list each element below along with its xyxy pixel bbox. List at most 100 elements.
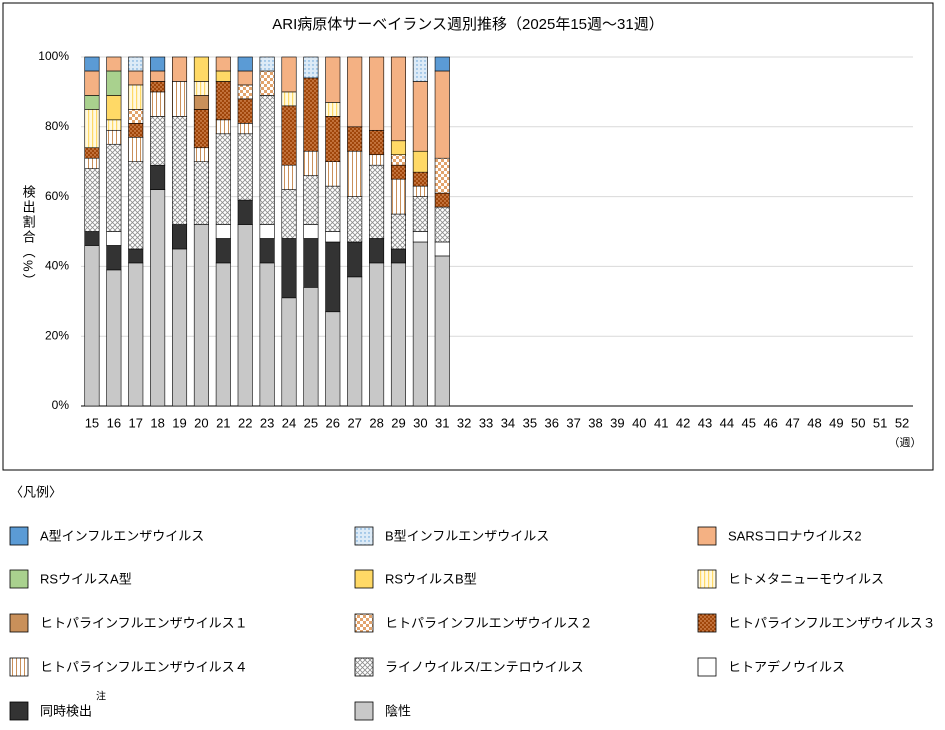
bar-segment [412, 241, 428, 407]
legend-label: ヒトアデノウイルス [728, 659, 845, 674]
bar-segment [369, 56, 385, 131]
bar-segment [193, 224, 209, 407]
bar-segment [150, 70, 166, 82]
bar-segment [84, 56, 100, 72]
bar-segment [259, 56, 275, 72]
bar-segment [128, 84, 144, 110]
x-tick-label: 35 [523, 415, 537, 430]
bar-segment [215, 70, 231, 82]
bar-segment [390, 140, 406, 156]
x-tick-label: 41 [654, 415, 668, 430]
x-tick-label: 21 [216, 415, 230, 430]
bar-segment [193, 161, 209, 225]
legend-label: ヒトメタニューモウイルス [728, 571, 884, 586]
bar-segment [347, 56, 363, 128]
bar-segment [390, 262, 406, 407]
legend-label: RSウイルスA型 [40, 571, 132, 586]
x-tick-label: 25 [304, 415, 318, 430]
y-tick-label: 20% [45, 328, 69, 342]
bar-segment [390, 178, 406, 215]
annotation: 注 [96, 690, 106, 703]
bar-segment [259, 238, 275, 264]
bar-segment [150, 116, 166, 166]
legend-label: ヒトパラインフルエンザウイルス１ [40, 615, 248, 630]
bar-segment [150, 56, 166, 72]
bar-segment [237, 199, 253, 225]
bar-segment [347, 126, 363, 152]
bar-segment [303, 287, 319, 407]
legend-title: 〈凡例〉 [10, 484, 62, 499]
legend-label: ヒトパラインフルエンザウイルス３ [728, 615, 936, 630]
bar-segment [434, 206, 450, 243]
bar-segment [106, 143, 122, 232]
bar-segment [390, 154, 406, 166]
bar-segment [128, 262, 144, 407]
legend-swatch [9, 701, 29, 721]
legend-swatch [354, 613, 374, 633]
bar-segment [84, 157, 100, 169]
bar-segment [215, 262, 231, 407]
x-tick-label: 17 [129, 415, 143, 430]
x-tick-label: 52 [895, 415, 909, 430]
x-tick-label: 45 [742, 415, 756, 430]
bar-segment [303, 56, 319, 79]
bar-segment [237, 70, 253, 86]
bar-segment [347, 196, 363, 243]
bar-segment [84, 168, 100, 232]
bar-segment [193, 95, 209, 110]
bar-segment [128, 123, 144, 138]
bar-segment [106, 119, 122, 131]
x-tick-label: 20 [194, 415, 208, 430]
legend-swatch [697, 569, 717, 589]
x-tick-label: 36 [545, 415, 559, 430]
bar-segment [347, 276, 363, 407]
bar-segment [303, 175, 319, 225]
bar-segment [84, 95, 100, 110]
bar-segment [303, 150, 319, 176]
bar-segment [172, 248, 188, 407]
bar-segment [215, 119, 231, 135]
chart-title: ARI病原体サーベイランス週別推移（2025年15週～31週） [272, 16, 663, 33]
legend-swatch [354, 701, 374, 721]
x-tick-label: 48 [807, 415, 821, 430]
legend-label: 同時検出 [40, 703, 92, 718]
bar-segment [259, 95, 275, 225]
legend-label: SARSコロナウイルス2 [728, 528, 862, 543]
x-tick-label: 47 [785, 415, 799, 430]
bar-segment [128, 109, 144, 124]
bar-segment [84, 231, 100, 246]
legend-label: B型インフルエンザウイルス [385, 528, 549, 543]
x-tick-label: 37 [566, 415, 580, 430]
bar-segment [259, 224, 275, 239]
bar-segment [128, 136, 144, 163]
bar-segment [172, 56, 188, 82]
legend-label: ライノウイルス/エンテロウイルス [385, 659, 584, 674]
bar-segment [325, 161, 341, 187]
legend-swatch [354, 657, 374, 677]
bar-segment [434, 255, 450, 407]
x-tick-label: 44 [720, 415, 734, 430]
y-axis-label: 検出割合（%） [21, 185, 36, 289]
bar-segment [434, 157, 450, 194]
bar-segment [347, 150, 363, 197]
x-tick-label: 39 [610, 415, 624, 430]
bar-segment [325, 241, 341, 313]
bar-segment [259, 262, 275, 407]
x-tick-label: 22 [238, 415, 252, 430]
bar-segment [106, 269, 122, 407]
x-tick-label: 29 [391, 415, 405, 430]
bar-segment [412, 81, 428, 152]
bar-segment [215, 133, 231, 225]
bar-segment [281, 238, 297, 299]
bar-segment [84, 70, 100, 96]
x-tick-label: 46 [763, 415, 777, 430]
bar-segment [303, 224, 319, 239]
bar-segment [281, 91, 297, 107]
bar-segment [106, 70, 122, 96]
x-tick-label: 16 [107, 415, 121, 430]
bar-segment [150, 164, 166, 190]
legend-label: ヒトパラインフルエンザウイルス２ [385, 615, 593, 630]
x-tick-label: 19 [172, 415, 186, 430]
x-axis-unit: （週） [889, 436, 922, 449]
